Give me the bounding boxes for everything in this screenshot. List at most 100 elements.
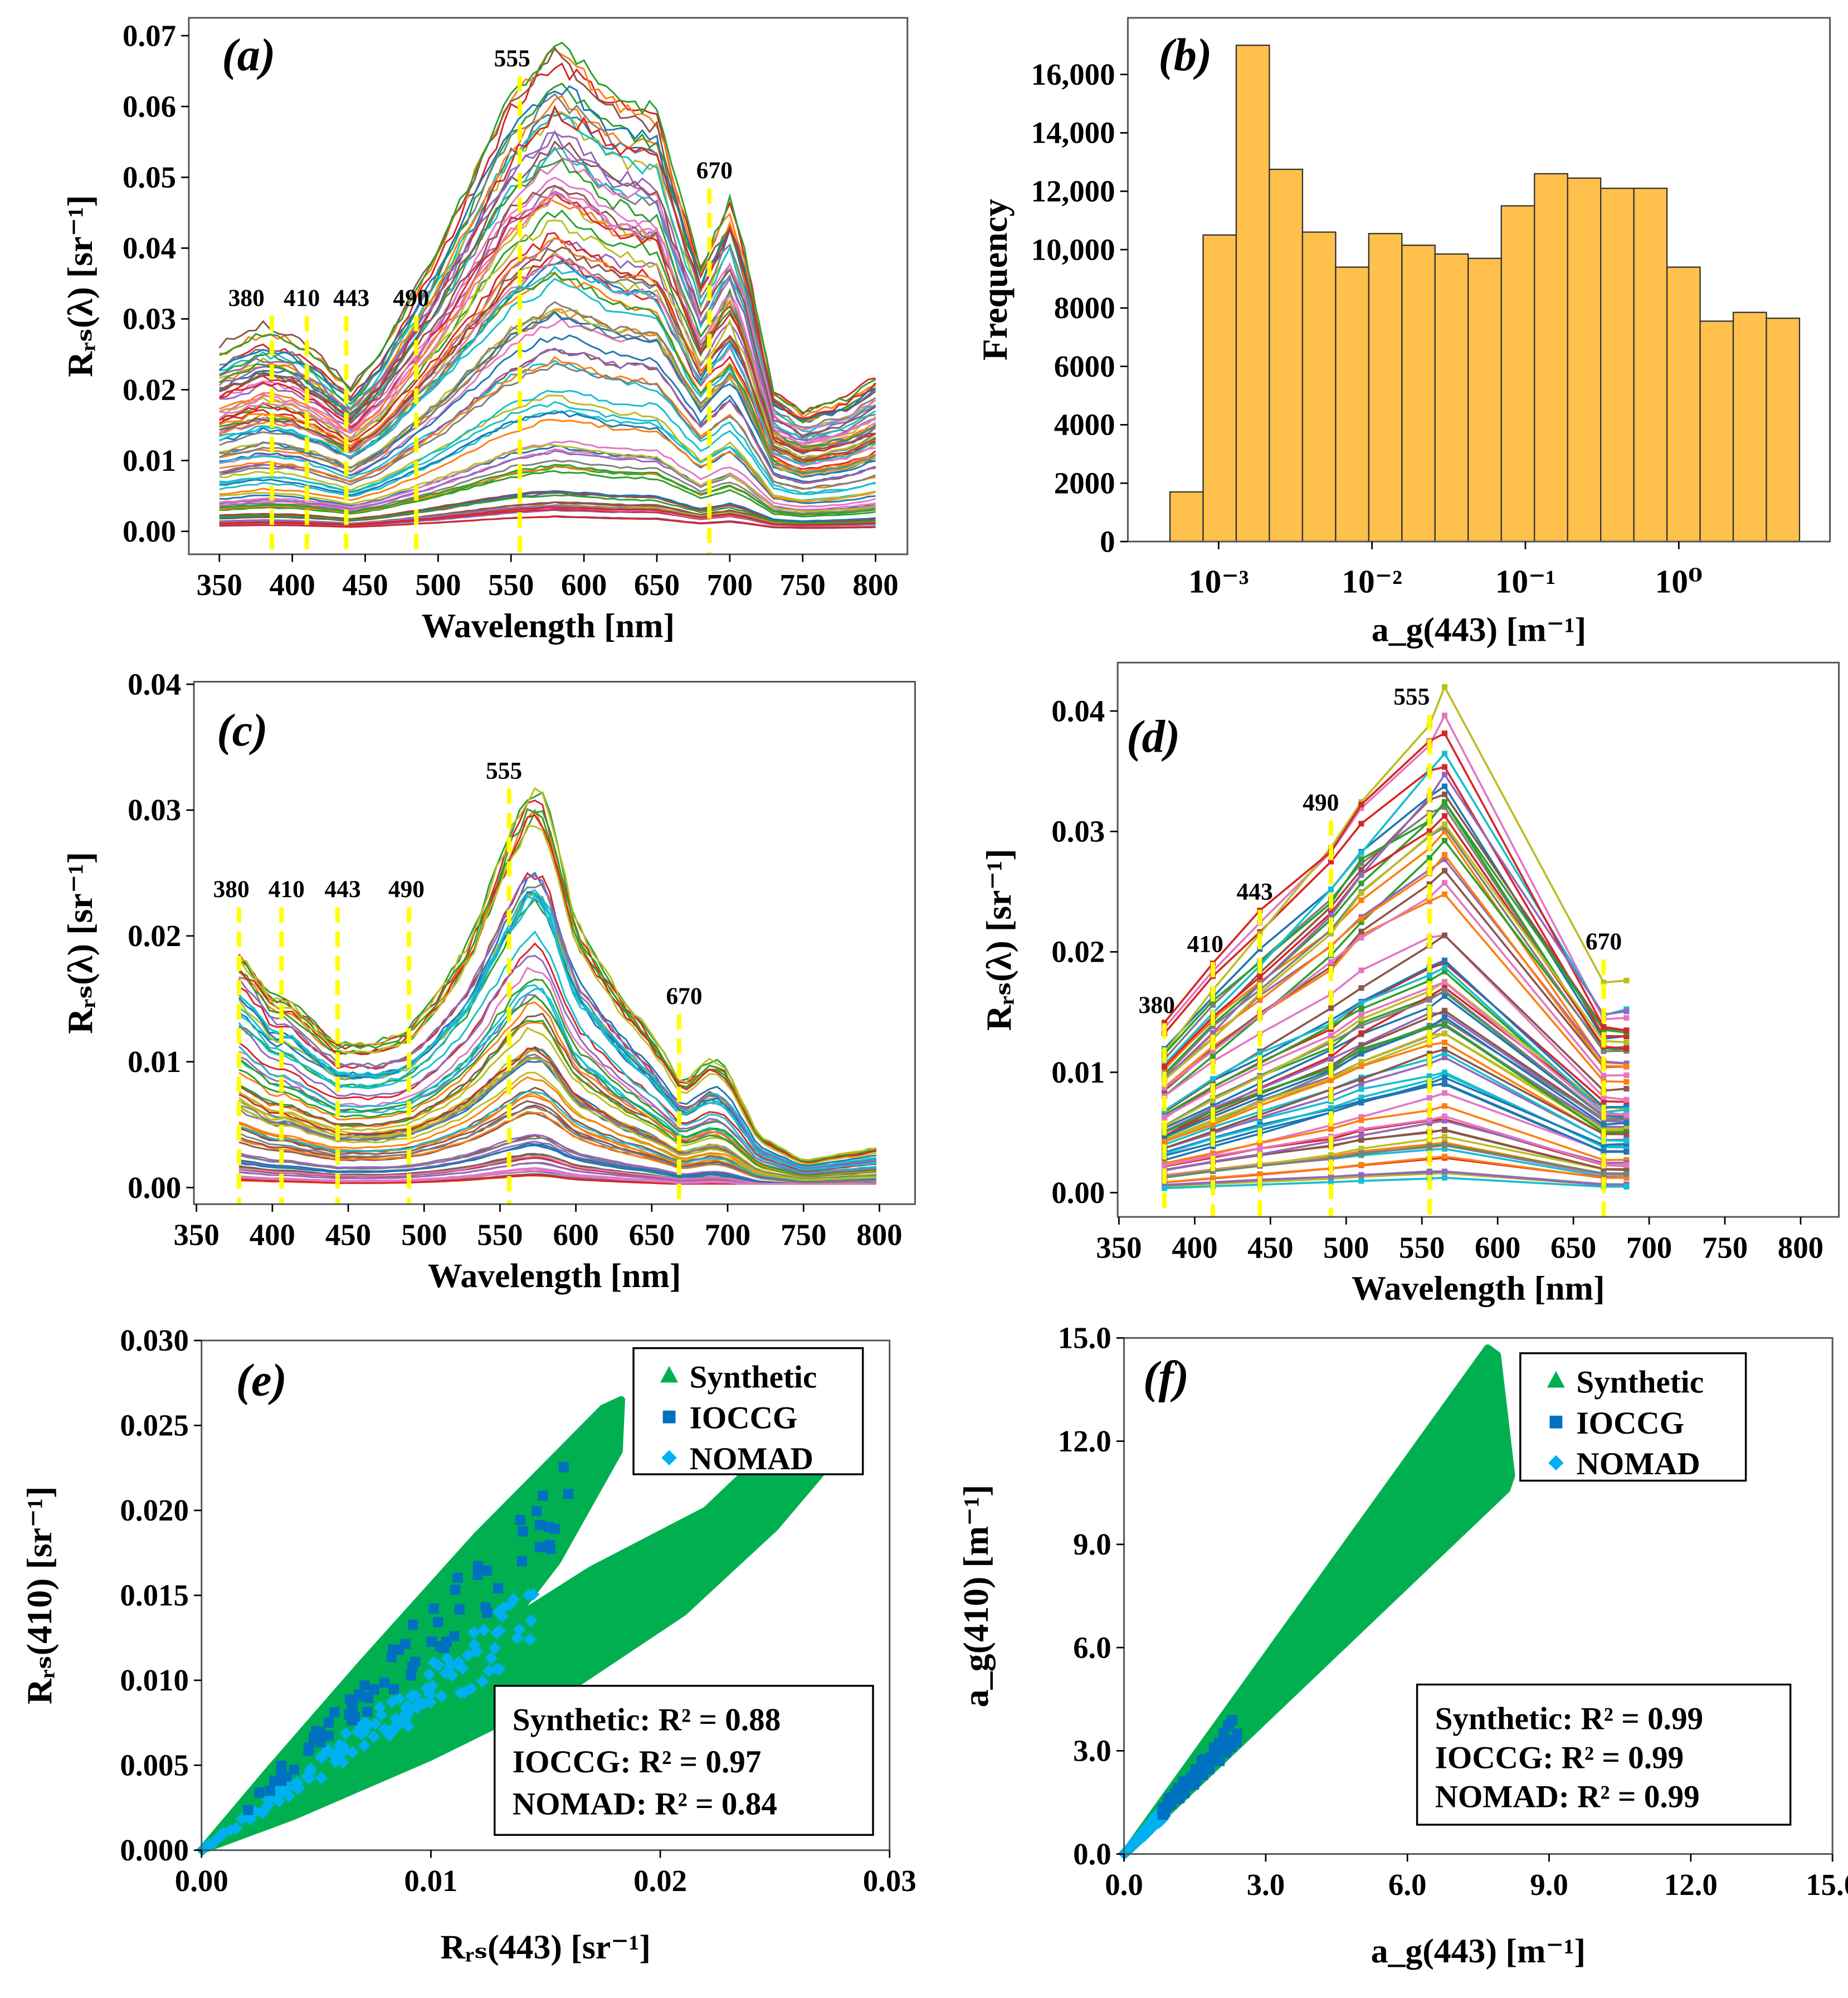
y-tick-label: 0.04: [128, 667, 181, 701]
spectrum-marker: [1441, 993, 1447, 999]
ioccg-point: [303, 1745, 314, 1756]
spectrum-marker: [1328, 913, 1334, 919]
spectrum-marker: [1328, 930, 1334, 937]
spectrum-marker: [1623, 1079, 1630, 1085]
x-tick-label: 800: [856, 1217, 902, 1251]
spectrum-marker: [1328, 886, 1334, 893]
spectrum-marker: [1358, 890, 1364, 896]
y-tick-label: 16,000: [1031, 57, 1115, 91]
ioccg-point: [563, 1489, 574, 1499]
spectrum-marker: [1441, 772, 1447, 778]
spectrum-line: [219, 308, 876, 477]
nomad-point: [427, 1656, 441, 1669]
spectrum-line: [219, 272, 876, 474]
spectrum-marker: [1257, 997, 1263, 1003]
spectrum-line: [1163, 800, 1627, 1055]
nomad-point: [358, 1739, 371, 1752]
spectrum-line: [238, 1170, 876, 1185]
y-tick-label: 0.005: [120, 1748, 188, 1782]
spectrum-marker: [1601, 1024, 1607, 1030]
ioccg-point: [518, 1526, 528, 1537]
y-tick-label: 0.030: [120, 1323, 188, 1357]
spectrum-marker: [1441, 985, 1447, 991]
band-label: 490: [388, 876, 425, 903]
y-tick-label: 0.03: [123, 302, 176, 336]
spectrum-marker: [1358, 919, 1364, 925]
panel-label: (e): [236, 1354, 287, 1405]
nomad-point: [402, 1719, 415, 1733]
histogram-bar: [1269, 168, 1304, 543]
spectrum-marker: [1601, 979, 1607, 986]
y-tick-label: 0.015: [120, 1578, 188, 1612]
spectrum-marker: [1210, 1076, 1216, 1082]
plot-frame: [1116, 661, 1840, 1218]
histogram-bar: [1732, 311, 1767, 543]
x-axis-label: Wavelength [nm]: [428, 1257, 681, 1295]
spectrum-marker: [1328, 1032, 1334, 1039]
spectrum-marker: [1623, 1141, 1630, 1147]
legend-label: IOCCG: [1576, 1406, 1684, 1441]
spectrum-marker: [1441, 1075, 1447, 1081]
synthetic-legend-icon: [1547, 1371, 1565, 1388]
spectrum-marker: [1441, 799, 1447, 805]
ioccg-point: [254, 1787, 265, 1798]
x-tick-label: 350: [197, 568, 242, 602]
band-label: 555: [494, 45, 530, 72]
spectrum-marker: [1162, 1064, 1168, 1070]
histogram-bar: [1699, 320, 1734, 543]
ioccg-point: [362, 1707, 373, 1717]
spectrum-line: [218, 62, 876, 416]
y-tick-label: 0.04: [1051, 694, 1105, 728]
legend-label: NOMAD: [690, 1441, 813, 1476]
nomad-point: [493, 1624, 506, 1638]
spectrum-line: [219, 444, 876, 513]
x-tick-label: 450: [1247, 1230, 1293, 1264]
x-tick-label: 10⁻¹: [1495, 563, 1556, 600]
spectrum-marker: [1358, 1178, 1364, 1184]
panel-b: 10⁻³ 10⁻² 10⁻¹ 10⁰ 0 2000 4000 6000 8000 10,000 12…: [975, 17, 1831, 649]
ioccg-point: [386, 1651, 397, 1663]
spectrum-line: [238, 875, 877, 1169]
y-tick-label: 12.0: [1058, 1424, 1111, 1458]
spectrum-marker: [1358, 860, 1364, 866]
x-tick-label: 10⁻³: [1188, 563, 1249, 600]
spectrum-marker: [1426, 1095, 1432, 1101]
spectrum-marker: [1601, 1166, 1607, 1172]
spectrum-marker: [1426, 1117, 1432, 1123]
spectrum-line: [219, 184, 876, 452]
spectrum-marker: [1441, 1168, 1447, 1175]
spectrum-marker: [1210, 1002, 1216, 1008]
spectrum-marker: [1358, 1046, 1364, 1052]
spectrum-marker: [1601, 1148, 1607, 1154]
y-tick-label: 0.01: [123, 444, 176, 477]
nomad-point: [392, 1718, 405, 1731]
ioccg-point: [534, 1542, 545, 1553]
spectrum-line: [219, 265, 876, 465]
y-axis-label: Rᵣₛ(410) [sr⁻¹]: [19, 1487, 59, 1704]
histogram-bar: [1235, 45, 1270, 543]
panel-label: (a): [222, 30, 275, 80]
ioccg-point: [454, 1604, 465, 1615]
y-tick-label: 0.01: [128, 1045, 181, 1079]
nomad-point: [467, 1626, 481, 1639]
ioccg-point: [410, 1656, 421, 1667]
nomad-point: [497, 1601, 510, 1615]
ioccg-point: [379, 1677, 390, 1688]
spectrum-line: [219, 494, 876, 524]
spectrum-line: [219, 363, 876, 490]
spectrum-marker: [1358, 1137, 1364, 1143]
nomad-point: [493, 1663, 506, 1676]
spectrum-line: [238, 954, 877, 1175]
ioccg-point: [1226, 1742, 1237, 1752]
spectrum-marker: [1601, 1171, 1607, 1177]
spectrum-marker: [1328, 1174, 1334, 1180]
spectrum-line: [238, 930, 877, 1173]
band-label: 490: [393, 285, 429, 311]
spectrum-marker: [1328, 959, 1334, 965]
ioccg-point: [544, 1539, 555, 1550]
r-squared-label: IOCCG: R² = 0.99: [1435, 1741, 1684, 1776]
spectrum-line: [238, 1027, 877, 1178]
spectrum-marker: [1162, 1114, 1168, 1120]
x-tick-label: 750: [781, 1217, 826, 1251]
nomad-point: [459, 1685, 471, 1699]
